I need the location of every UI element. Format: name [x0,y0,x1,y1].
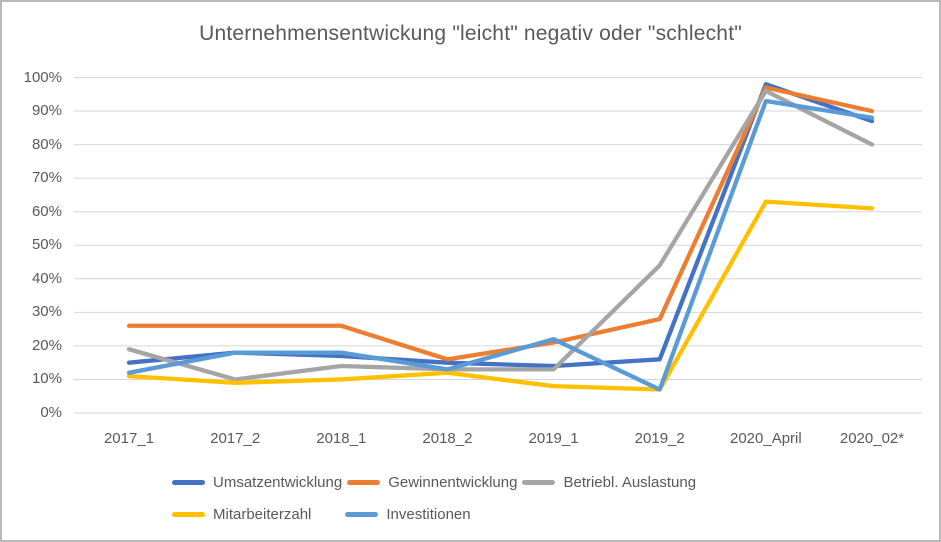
x-axis-label-2018-1: 2018_1 [316,430,367,447]
y-axis-label-0: 0% [40,404,62,421]
y-axis-label-80: 80% [31,135,62,153]
legend-item-gewinnentwicklung: Gewinnentwicklung [347,474,517,491]
x-axis-label-2017-1: 2017_1 [103,430,155,447]
x-axis-label-2019-2: 2019_2 [634,430,685,447]
y-axis-label-10: 10% [31,370,62,388]
legend-item-mitarbeiterzahl: Mitarbeiterzahl [172,506,311,523]
legend-row-2: Mitarbeiterzahl Investitionen [172,506,471,523]
y-axis-label-30: 30% [31,303,62,321]
x-axis-label-2020-april: 2020_April [729,430,802,447]
y-axis-label-100: 100% [23,68,62,86]
y-axis-label-50: 50% [31,236,62,254]
series-line-betriebl-auslastung [126,88,875,382]
y-axis-label-20: 20% [31,336,62,354]
legend-label-mitarbeiterzahl: Mitarbeiterzahl [213,506,312,523]
legend-item-umsatzentwicklung: Umsatzentwicklung [172,474,342,491]
y-axis-label-40: 40% [31,269,62,287]
legend-swatch-investitionen [345,512,379,517]
legend-item-investitionen: Investitionen [345,506,471,523]
legend-swatch-mitarbeiterzahl [172,512,205,517]
x-axis-label-2019-1: 2019_1 [528,430,579,447]
legend-label-investitionen: Investitionen [386,506,471,523]
y-axis-label-90: 90% [31,102,62,120]
legend-item-betriebl-auslastung: Betriebl. Auslastung [522,474,696,491]
legend-swatch-gewinnentwicklung [347,480,381,485]
x-axis-label-2020-02: 2020_02* [839,430,905,447]
series-line-investitionen [126,98,875,392]
x-axis-label-2017-2: 2017_2 [210,430,261,447]
legend-swatch-umsatzentwicklung [172,480,205,485]
legend-label-gewinnentwicklung: Gewinnentwicklung [388,474,518,491]
series-line-mitarbeiterzahl [126,199,875,392]
y-axis-label-70: 70% [31,169,62,187]
y-axis-label-60: 60% [31,202,62,220]
legend-swatch-betriebl-auslastung [522,480,556,485]
legend-label-betriebl-auslastung: Betriebl. Auslastung [563,474,697,491]
legend-label-umsatzentwicklung: Umsatzentwicklung [213,474,343,491]
series-line-gewinnentwicklung [126,85,875,362]
legend-row-1: Umsatzentwicklung Gewinnentwicklung Betrie… [172,474,696,491]
x-axis-label-2018-2: 2018_2 [422,430,473,447]
chart-title: Unternehmensentwickung "leicht" negativ … [199,22,742,45]
